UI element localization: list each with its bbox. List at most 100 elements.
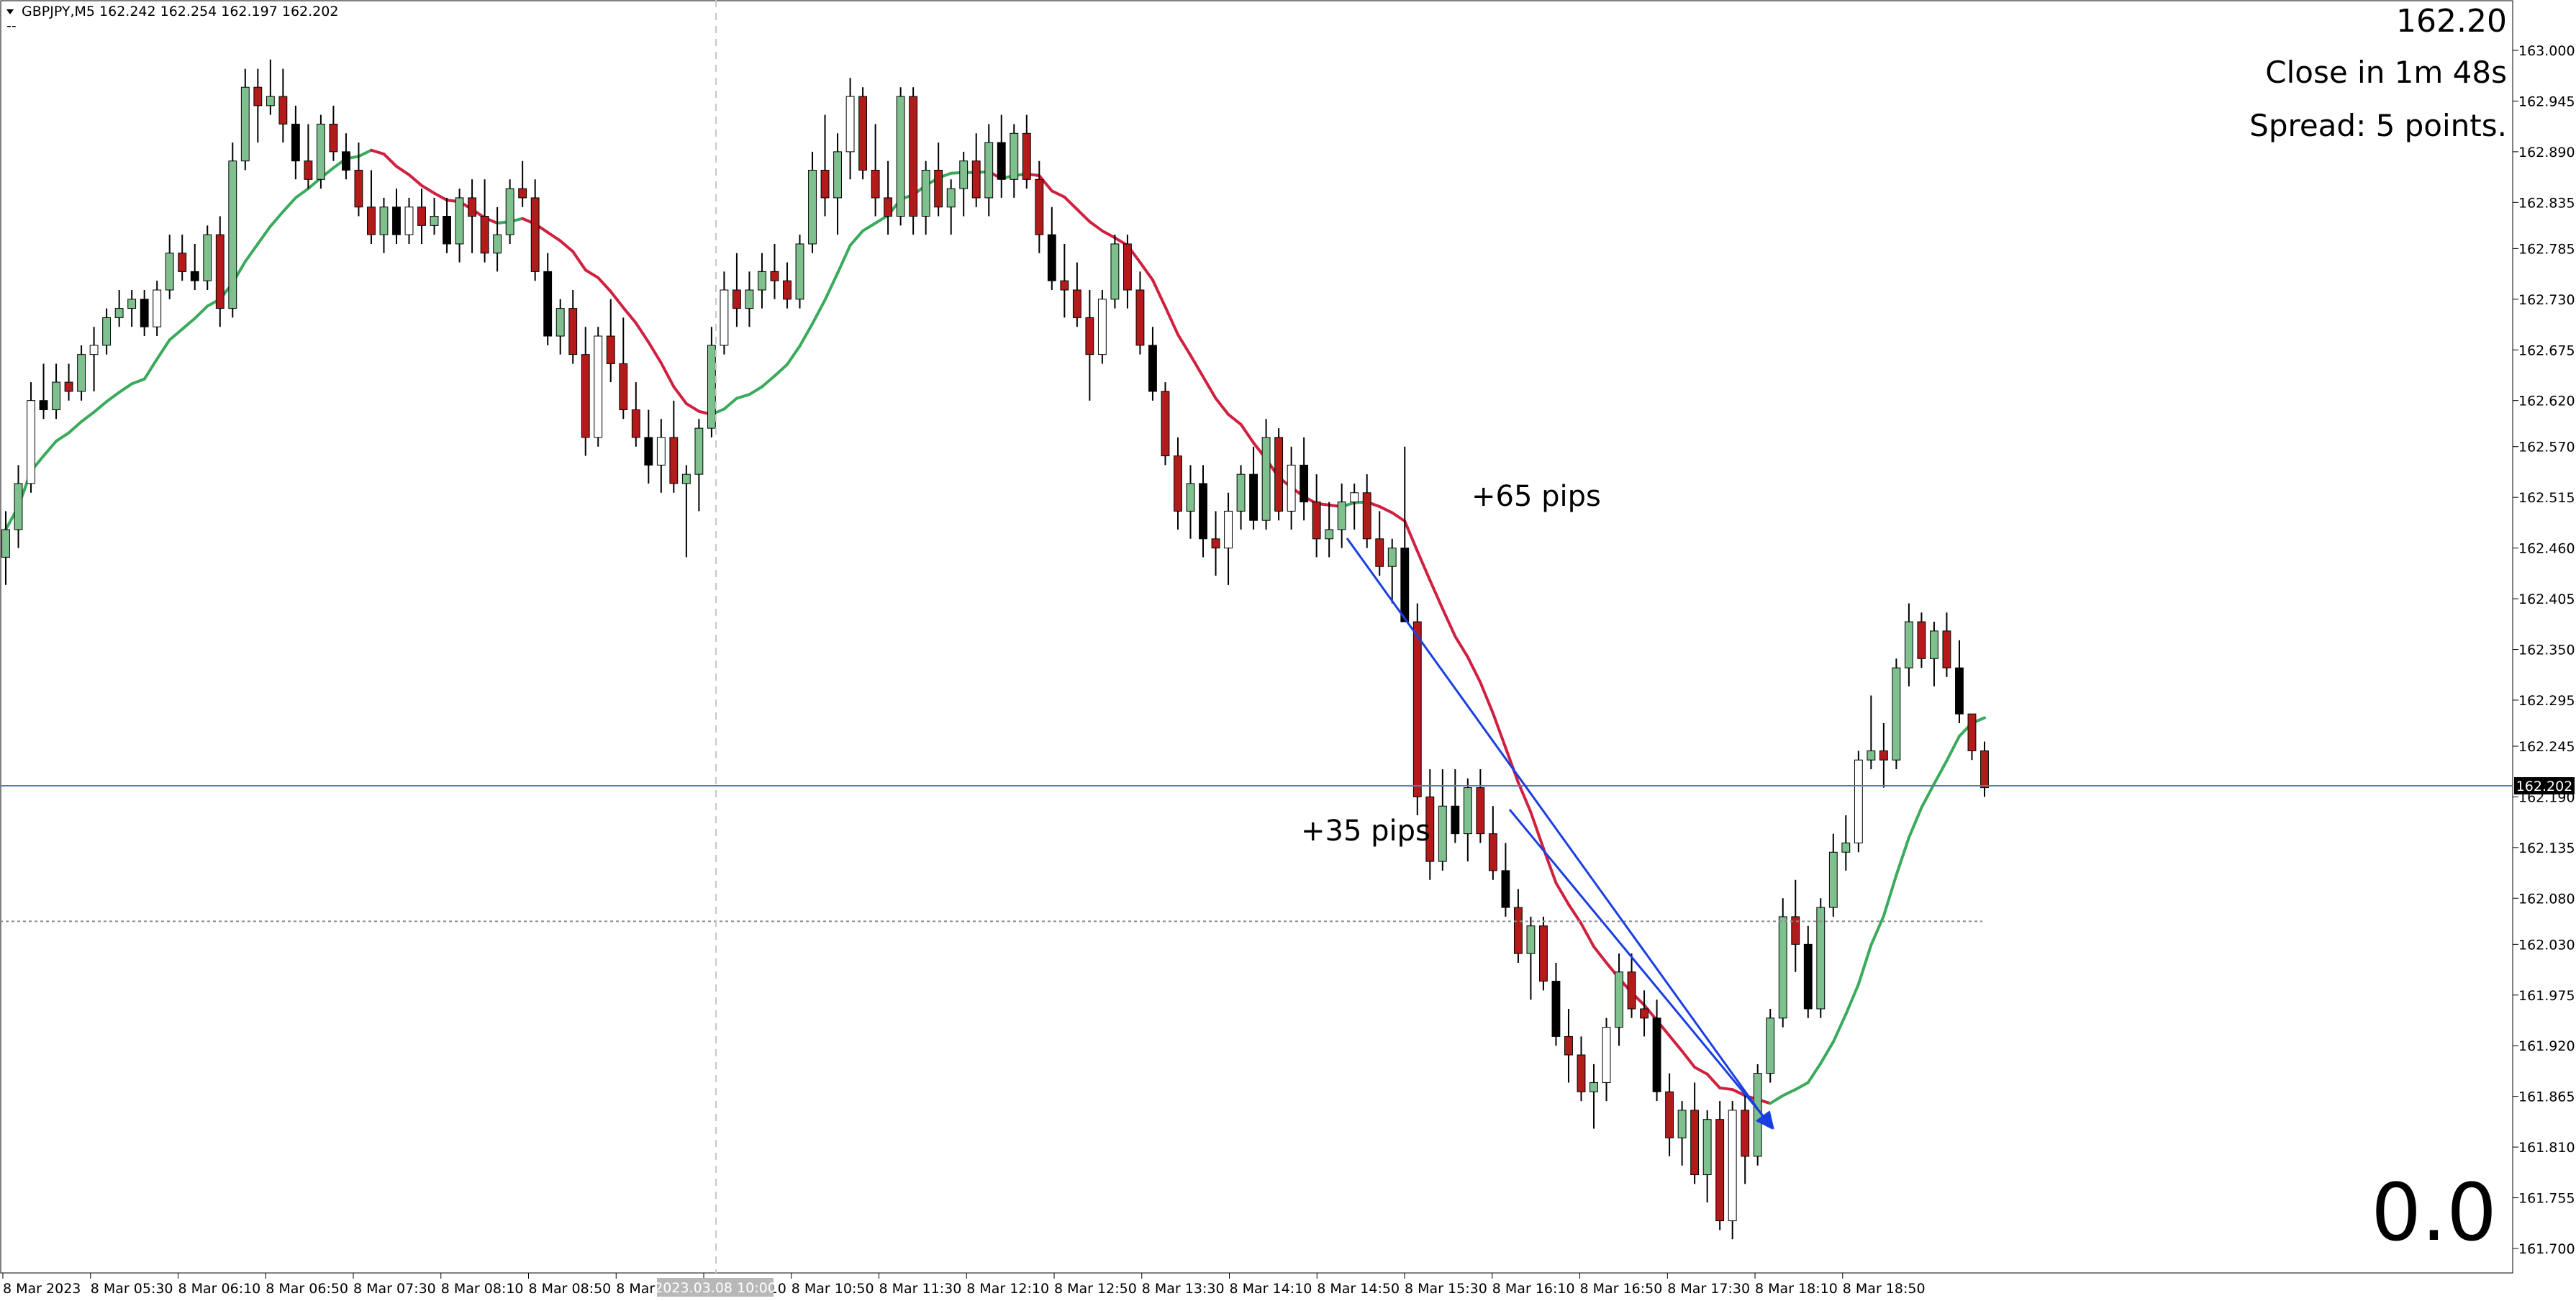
candle-body [1287,464,1296,512]
candle-body [1425,796,1435,862]
ma-segment [1415,549,1432,582]
annotation-65-pips: +65 pips [1471,480,1601,513]
ma-segment [369,148,386,156]
dropdown-triangle-icon[interactable] [6,9,14,14]
time-axis[interactable]: 8 Mar 2023 8 Mar 05:30 8 Mar 06:10 8 Mar 06… [2,1273,1926,1297]
ma-segment [1566,902,1583,925]
y-tick-label: 161.920 [2518,1038,2575,1054]
y-tick-label: 162.135 [2518,840,2575,856]
candle-body [1186,483,1195,512]
symbol-line: GBPJPY,M5 162.242 162.254 162.197 162.20… [22,4,338,19]
ma-segment [1579,922,1596,948]
ma-segment [647,340,663,365]
candle-body [392,207,401,235]
candle-body [178,253,187,272]
ma-segment [609,290,625,309]
candle-body [27,400,35,484]
candle-body [1060,280,1069,291]
candle-body [1274,437,1284,512]
price-axis[interactable]: 163.000 162.945 162.890 162.835 162.785 162.7… [2513,43,2575,1257]
ma-segment [181,317,196,331]
candle-body [1753,1073,1762,1157]
y-tick-label: 162.350 [2518,643,2575,658]
candle-body [1097,299,1107,355]
candle-body [505,188,514,235]
candle-body [820,170,830,199]
x-tick-label: 8 Mar 12:50 [1054,1281,1137,1297]
arrow-65-pips [1346,538,1773,1130]
candle-body [1325,529,1334,540]
candle-body [1224,510,1233,549]
ma-segment [55,431,71,443]
ma-segment [1781,1088,1797,1097]
candle-body [430,216,439,226]
candle-body [278,96,288,124]
y-tick-label: 162.785 [2518,241,2575,257]
ma-segment [1731,1088,1747,1097]
candle-body [367,207,376,235]
ma-segment [1428,579,1444,610]
overlay-spread: Spread: 5 points. [2249,108,2507,143]
ma-segment [659,361,676,389]
x-tick-label: 8 Mar 2023 [3,1281,81,1297]
ma-segment [1844,982,1860,1016]
ma-segment [1138,260,1154,282]
candle-body [1539,925,1548,982]
candle-body [1640,1008,1649,1019]
current-price-tag: 162.202 [2514,777,2575,795]
candle-body [1412,621,1422,797]
candle-body [1463,787,1472,835]
candle-body [304,160,313,180]
overlay-close-in: Close in 1m 48s [2265,55,2507,90]
x-tick-label: 8 Mar 08:50 [529,1281,612,1297]
ma-segment [597,276,612,294]
candle-body [984,142,994,199]
candle-body [1615,971,1623,1028]
candle-body [329,123,338,153]
ma-segment [1063,195,1079,211]
ma-segment [1806,1061,1823,1084]
y-tick-label: 162.460 [2518,541,2575,557]
ma-segment [760,374,776,389]
candle-body [543,271,553,337]
candle-body [480,216,489,254]
ma-segment [1693,1066,1709,1076]
candle-body [884,197,893,217]
candle-body [1010,132,1019,180]
x-tick-label: 8 Mar 17:30 [1667,1281,1750,1297]
candle-body [1161,391,1170,457]
candle-body [1488,833,1497,871]
y-tick-label: 161.865 [2518,1089,2575,1105]
ma-segment [1592,945,1608,964]
candle-body [1841,842,1851,853]
ma-segment [874,214,890,225]
ma-segment [1856,943,1873,986]
candle-body [1249,473,1258,521]
ma-segment [571,250,587,272]
candle-body [253,86,263,106]
candle-body [1035,178,1044,235]
candle-body [1022,132,1031,180]
y-tick-label: 161.975 [2518,988,2575,1004]
candle-body [379,207,389,235]
ma-segment [1466,656,1482,684]
candle-body [1476,787,1485,835]
ma-segment [80,410,96,423]
ma-segment [1075,207,1092,224]
candle-body [896,96,905,217]
candle-body [1501,870,1510,908]
candle-body [1148,345,1157,392]
ma-segment [748,385,763,396]
ma-segment [407,173,424,187]
candle-body [594,335,603,438]
ma-segment [281,196,297,214]
candle-body [1300,464,1309,503]
candle-body [1791,916,1800,945]
ma-segment [268,210,285,228]
candle-body [644,437,653,466]
ma-segment [672,385,688,405]
ma-segment [1239,422,1256,445]
y-tick-label: 162.245 [2518,739,2575,755]
ma-segment [1869,914,1885,947]
